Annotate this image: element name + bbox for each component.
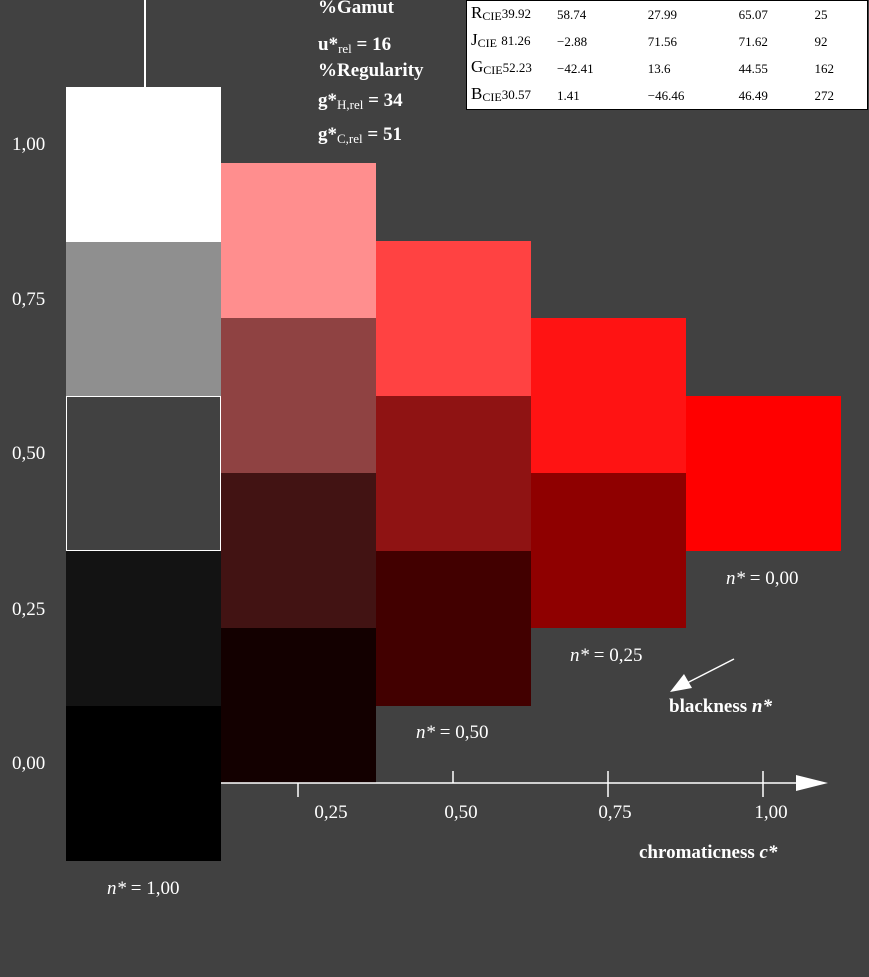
n-label-value: = 0,00 [749, 568, 799, 589]
metric-regularity: %Regularity [318, 60, 424, 81]
metric-u-rel: u*rel = 16 [318, 34, 391, 57]
table-row: BCIE30.57 1.41 −46.46 46.49 272 [467, 82, 868, 110]
swatch-c0-r0 [66, 87, 221, 242]
cie-data-table: RCIE39.92 58.74 27.99 65.07 25 JCIE 81.2… [466, 0, 868, 110]
table-row: RCIE39.92 58.74 27.99 65.07 25 [467, 1, 868, 29]
n-label-value: = 0,25 [593, 645, 643, 666]
table-cell: 58.74 [557, 7, 587, 22]
swatch-c2-r0 [376, 241, 531, 396]
table-cell: 272 [814, 88, 834, 103]
table-cell: 1.41 [557, 88, 580, 103]
n-label-0-50: n* = 0,50 [416, 722, 488, 744]
blackness-label-text: blackness [669, 696, 752, 717]
table-row: GCIE52.23 −42.41 13.6 44.55 162 [467, 55, 868, 82]
x-axis-title-var: c* [759, 842, 778, 863]
swatch-c3-r1 [531, 473, 686, 628]
top-connector-line [144, 0, 146, 87]
table-cell: 71.62 [738, 34, 768, 49]
n-label-value: = 0,50 [439, 722, 489, 743]
y-tick-0-00: 0,00 [12, 753, 46, 774]
n-label-var: n* [107, 878, 126, 899]
n-label-value: = 1,00 [130, 878, 180, 899]
swatch-c4-r0 [686, 396, 841, 551]
n-label-var: n* [570, 645, 589, 666]
table-cell: 27.99 [647, 7, 678, 22]
swatch-c1-r1 [221, 318, 376, 473]
table-cell: 65.07 [738, 7, 768, 22]
x-tick-1-00: 1,00 [754, 802, 788, 823]
metric-g-h-rel: g*H,rel = 34 [318, 90, 403, 113]
swatch-c0-r1 [66, 242, 221, 397]
metric-gc-base: g* [318, 124, 337, 145]
metric-g-c-rel: g*C,rel = 51 [318, 124, 402, 147]
table-cell: 44.55 [738, 61, 768, 76]
n-label-0-00: n* = 0,00 [726, 568, 798, 590]
row-name: JCIE 81.26 [471, 30, 531, 50]
n-label-1-00: n* = 1,00 [107, 878, 179, 900]
metric-u-value: = 16 [356, 34, 392, 55]
swatch-c3-r0 [531, 318, 686, 473]
table-cell: −2.88 [557, 34, 588, 49]
swatch-c0-r3 [66, 551, 221, 706]
x-tick-0-75: 0,75 [598, 802, 632, 823]
metric-gh-sub: H,rel [337, 97, 364, 112]
table-cell: −46.46 [647, 88, 685, 103]
table-cell: 25 [814, 7, 828, 22]
metric-gc-value: = 51 [367, 124, 402, 145]
metric-gh-value: = 34 [368, 90, 403, 111]
n-label-0-25: n* = 0,25 [570, 645, 642, 667]
n-label-var: n* [416, 722, 435, 743]
blackness-label-var: n* [751, 696, 772, 717]
swatch-c2-r1 [376, 396, 531, 551]
swatch-c2-r2 [376, 551, 531, 706]
swatch-c0-r2 [66, 396, 221, 551]
table-cell: 46.49 [738, 88, 768, 103]
n-label-var: n* [726, 568, 745, 589]
y-tick-0-25: 0,25 [12, 599, 46, 620]
row-name: GCIE52.23 [471, 57, 532, 77]
y-tick-0-50: 0,50 [12, 443, 46, 464]
row-name: BCIE30.57 [471, 84, 531, 104]
row-name: RCIE39.92 [471, 3, 531, 23]
swatch-c0-r4 [66, 706, 221, 861]
y-tick-0-75: 0,75 [12, 289, 46, 310]
table-cell: 92 [814, 34, 828, 49]
table-cell: 13.6 [647, 61, 671, 76]
table-cell: 71.56 [647, 34, 678, 49]
x-tick-0-25: 0,25 [314, 802, 348, 823]
table-row: JCIE 81.26 −2.88 71.56 71.62 92 [467, 28, 868, 55]
x-axis-title: chromaticness c* [639, 842, 777, 864]
swatch-c1-r0 [221, 163, 376, 318]
x-tick-0-50: 0,50 [444, 802, 478, 823]
table-cell: −42.41 [557, 61, 594, 76]
metric-u-sub: rel [338, 41, 352, 56]
metric-gc-sub: C,rel [337, 131, 363, 146]
metric-u-base: u* [318, 34, 339, 55]
y-tick-1-00: 1,00 [12, 134, 46, 155]
x-axis-title-text: chromaticness [639, 842, 760, 863]
swatch-c1-r3 [221, 628, 376, 783]
metric-gamut: %Gamut [318, 0, 394, 18]
blackness-label: blackness n* [669, 696, 772, 718]
swatch-c1-r2 [221, 473, 376, 628]
metric-gh-base: g* [318, 90, 337, 111]
table-cell: 162 [814, 61, 834, 76]
